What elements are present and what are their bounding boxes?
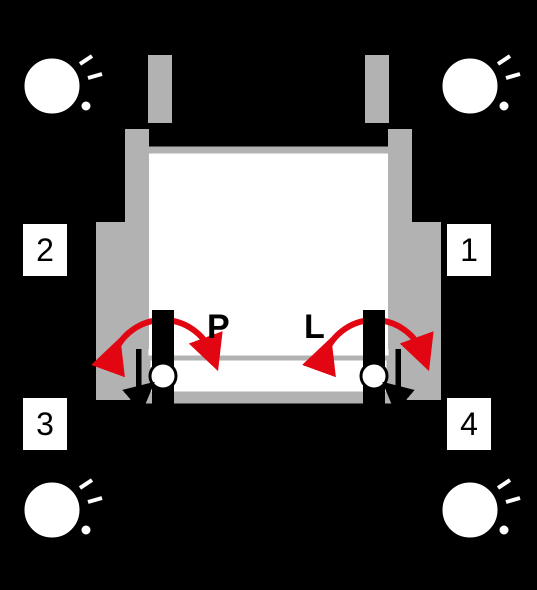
grey-bar — [365, 55, 389, 123]
pivot-circle — [150, 363, 176, 389]
label-3: 3 — [23, 398, 67, 450]
camera-tr — [440, 56, 520, 116]
grey-bar — [125, 129, 149, 349]
main-panel — [145, 150, 392, 400]
pivot-circle — [361, 363, 387, 389]
diagram-canvas — [0, 0, 537, 590]
camera-br — [440, 480, 520, 540]
label-P: P — [207, 308, 230, 347]
label-L: L — [304, 308, 325, 347]
camera-tl — [22, 56, 102, 116]
label-2: 2 — [23, 224, 67, 276]
label-4: 4 — [447, 398, 491, 450]
grey-bar — [148, 55, 172, 123]
camera-bl — [22, 480, 102, 540]
grey-bar — [388, 129, 412, 349]
label-1: 1 — [447, 224, 491, 276]
